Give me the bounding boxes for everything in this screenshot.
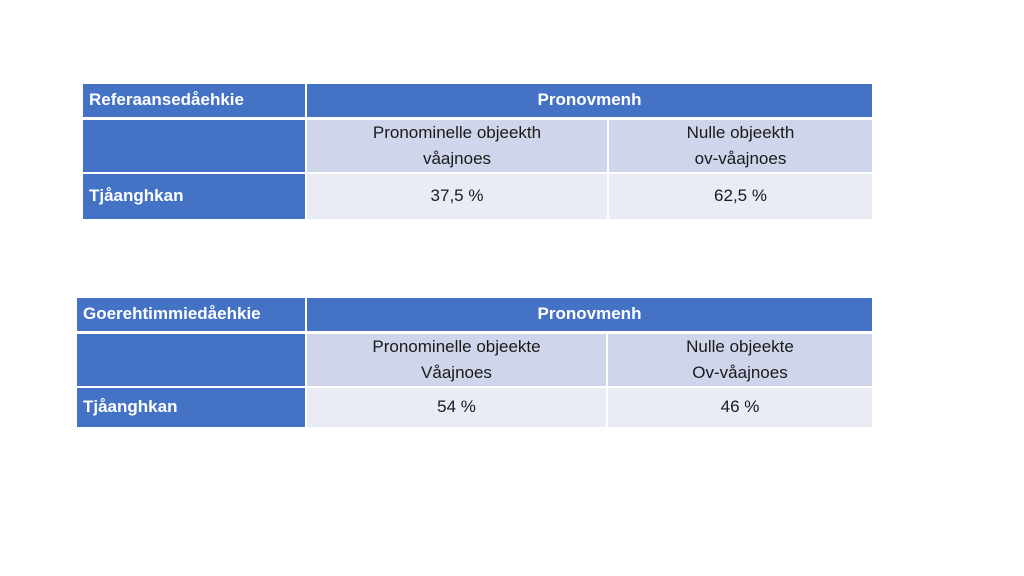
group-header: Pronovmenh xyxy=(306,84,872,120)
corner-header: Referaansedåehkie xyxy=(83,84,307,120)
row-label: Tjåanghkan xyxy=(83,172,307,219)
subheader-cell: Pronominelle objeekth våajnoes xyxy=(306,118,609,174)
empty-header-cell xyxy=(77,332,307,388)
subheader-line: Nulle objeekte xyxy=(686,336,794,356)
empty-header-cell xyxy=(83,118,307,174)
table-row: Tjåanghkan 54 % 46 % xyxy=(77,386,872,427)
corner-header: Goerehtimmiedåehkie xyxy=(77,298,307,334)
subheader-line: Pronominelle objeekth xyxy=(372,122,542,142)
subheader-cell: Nulle objeekth ov-våajnoes xyxy=(608,118,872,174)
subheader-line: våajnoes xyxy=(422,148,492,168)
subheader-line: Pronominelle objeekte xyxy=(372,336,541,356)
goerehtimmiedaehkie-table: Goerehtimmiedåehkie Pronovmenh Pronomine… xyxy=(77,298,872,427)
table-header-row: Referaansedåehkie Pronovmenh xyxy=(83,84,872,120)
value-cell: 62,5 % xyxy=(608,172,872,219)
table-subheader-row: Pronominelle objeekth våajnoes Nulle obj… xyxy=(83,118,872,174)
table-subheader-row: Pronominelle objeekte Våajnoes Nulle obj… xyxy=(77,332,872,388)
table-header-row: Goerehtimmiedåehkie Pronovmenh xyxy=(77,298,872,334)
subheader-line: ov-våajnoes xyxy=(694,148,787,168)
subheader-line: Våajnoes xyxy=(421,362,492,382)
subheader-cell: Pronominelle objeekte Våajnoes xyxy=(306,332,608,388)
value-cell: 54 % xyxy=(306,386,608,427)
row-label: Tjåanghkan xyxy=(77,386,307,427)
table-row: Tjåanghkan 37,5 % 62,5 % xyxy=(83,172,872,219)
value-cell: 46 % xyxy=(607,386,872,427)
referaansedaehkie-table: Referaansedåehkie Pronovmenh Pronominell… xyxy=(83,84,872,219)
subheader-line: Nulle objeekth xyxy=(686,122,795,142)
group-header: Pronovmenh xyxy=(306,298,872,334)
subheader-cell: Nulle objeekte Ov-våajnoes xyxy=(607,332,872,388)
value-cell: 37,5 % xyxy=(306,172,609,219)
subheader-line: Ov-våajnoes xyxy=(692,362,788,382)
